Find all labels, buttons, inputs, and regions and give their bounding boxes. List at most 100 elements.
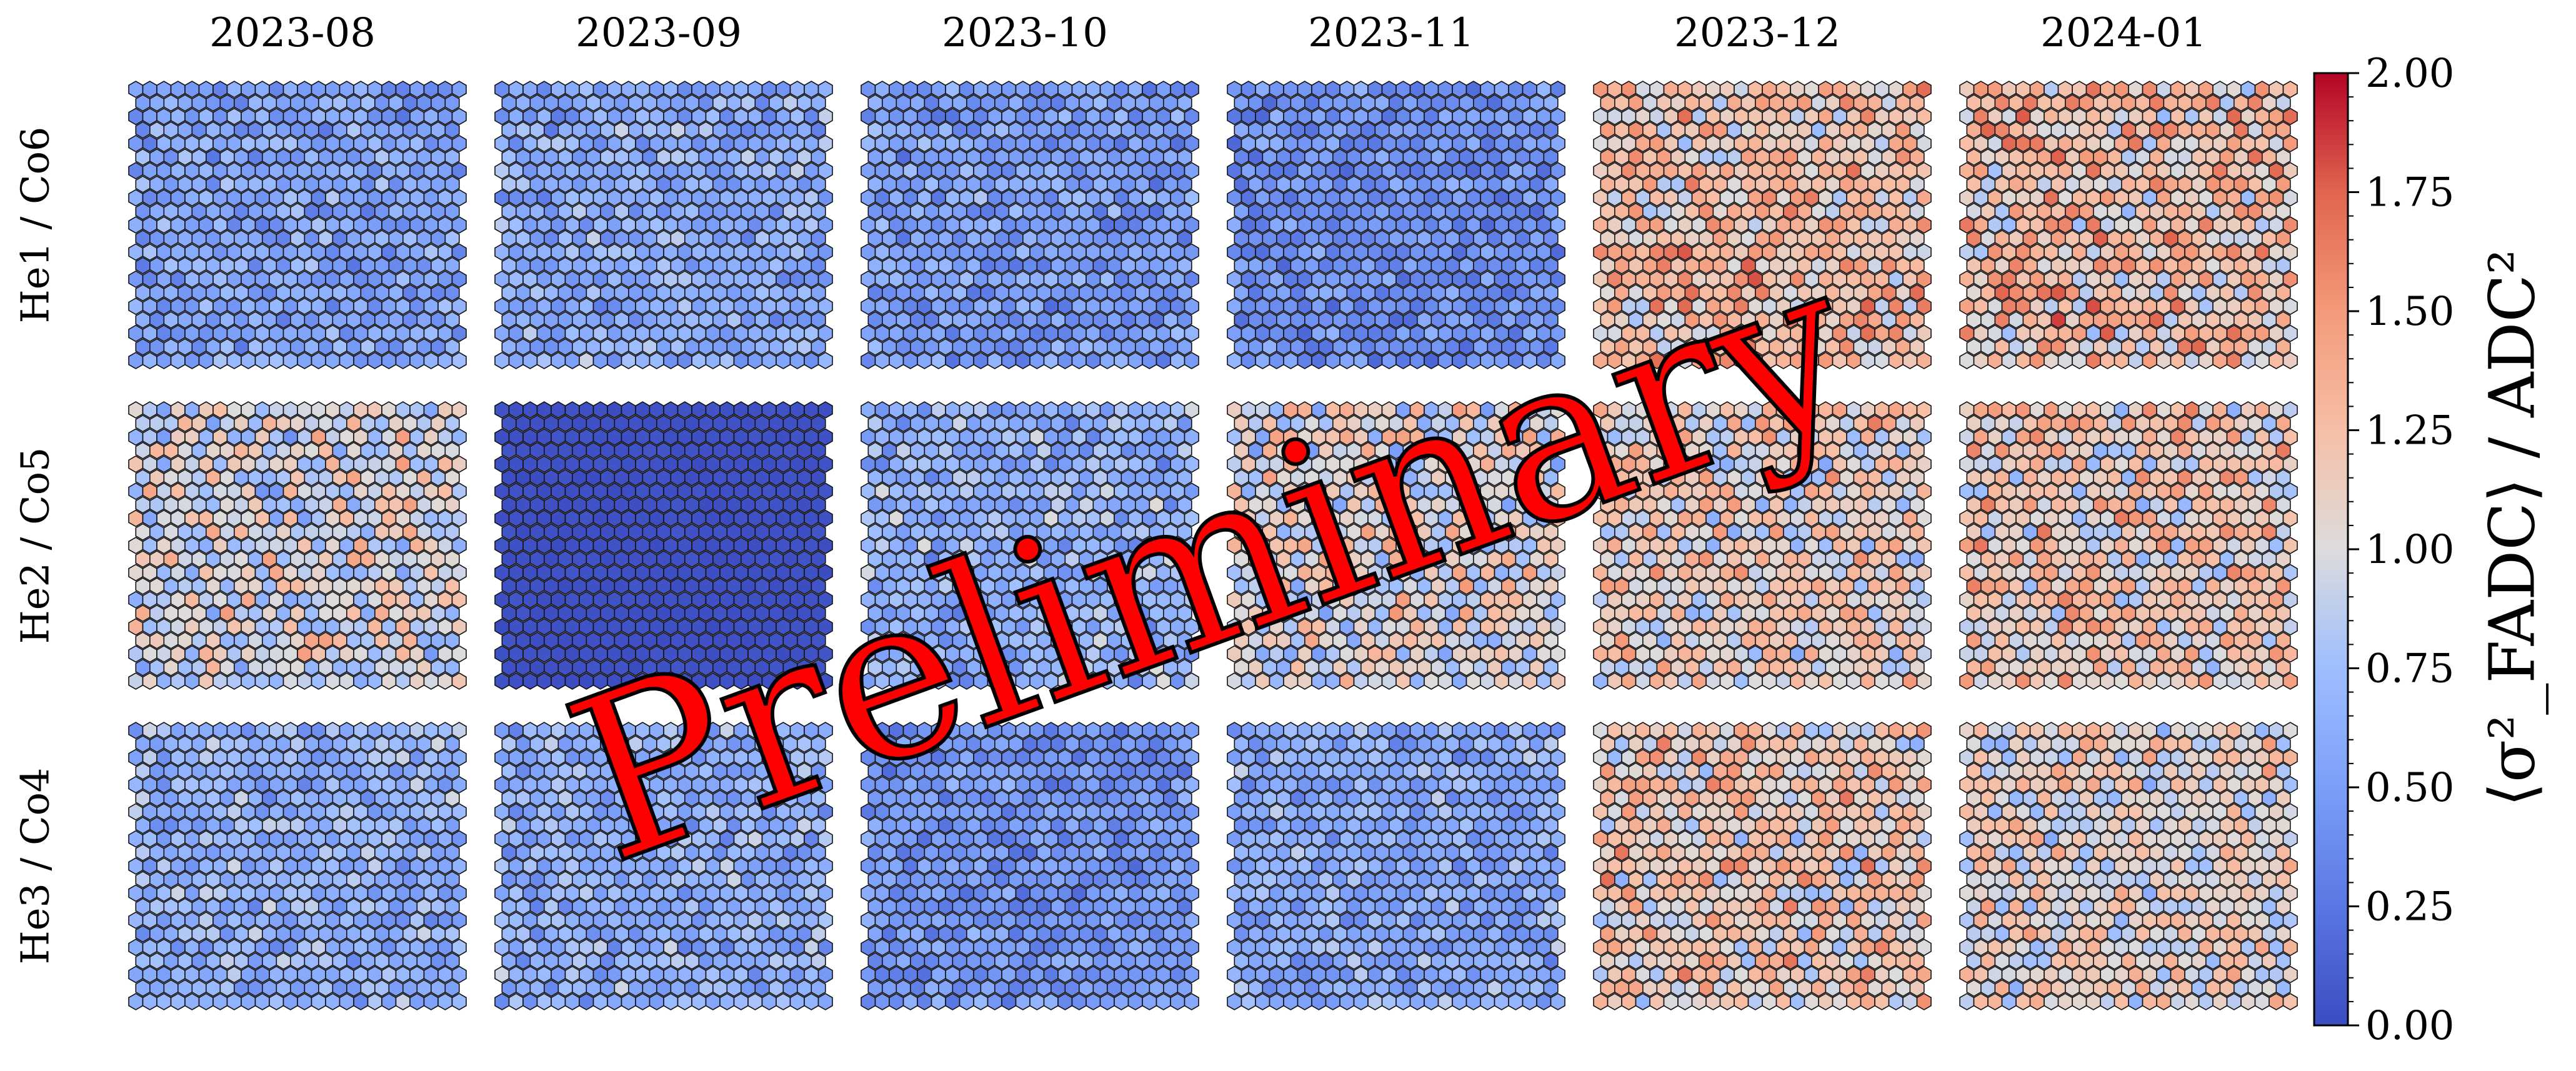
camera-pixel bbox=[297, 590, 312, 609]
camera-pixel bbox=[1480, 618, 1495, 636]
camera-pixel bbox=[494, 672, 510, 690]
camera-pixel bbox=[198, 509, 214, 527]
camera-pixel bbox=[1656, 414, 1672, 432]
camera-pixel bbox=[2009, 121, 2024, 139]
camera-pixel bbox=[557, 121, 573, 139]
camera-pixel bbox=[205, 442, 221, 460]
camera-pixel bbox=[156, 401, 172, 419]
camera-pixel bbox=[1276, 659, 1292, 677]
camera-pixel bbox=[1262, 631, 1277, 649]
camera-pixel bbox=[430, 175, 446, 193]
camera-pixel bbox=[2001, 134, 2017, 152]
camera-pixel bbox=[663, 428, 679, 446]
camera-pixel bbox=[1043, 81, 1059, 98]
camera-pixel bbox=[205, 338, 221, 356]
camera-pixel bbox=[1465, 270, 1481, 288]
camera-pixel bbox=[1339, 297, 1355, 316]
camera-pixel bbox=[1642, 414, 1658, 432]
camera-pixel bbox=[571, 523, 587, 541]
camera-pixel bbox=[1360, 550, 1376, 568]
camera-pixel bbox=[1304, 121, 1320, 139]
camera-pixel bbox=[1783, 175, 1799, 193]
camera-pixel bbox=[1536, 564, 1552, 582]
camera-pixel bbox=[1902, 324, 1918, 342]
camera-pixel bbox=[902, 134, 918, 152]
camera-pixel bbox=[1874, 216, 1890, 234]
camera-pixel bbox=[2275, 311, 2291, 329]
camera-pixel bbox=[627, 523, 644, 541]
camera-pixel bbox=[395, 107, 411, 126]
camera-pixel bbox=[1071, 216, 1087, 234]
camera-pixel bbox=[198, 81, 214, 98]
camera-pixel bbox=[1867, 229, 1883, 247]
camera-pixel bbox=[1508, 107, 1524, 126]
camera-pixel bbox=[579, 618, 594, 636]
camera-pixel bbox=[177, 94, 193, 112]
camera-pixel bbox=[1029, 107, 1045, 126]
camera-pixel bbox=[797, 311, 812, 329]
camera-pixel bbox=[269, 428, 284, 446]
camera-pixel bbox=[1064, 469, 1080, 487]
camera-pixel bbox=[1043, 243, 1059, 261]
camera-pixel bbox=[1051, 523, 1066, 541]
camera-pixel bbox=[423, 455, 439, 473]
camera-pixel bbox=[994, 257, 1010, 275]
camera-pixel bbox=[1529, 469, 1545, 487]
camera-pixel bbox=[339, 81, 354, 98]
camera-pixel bbox=[444, 257, 460, 275]
camera-pixel bbox=[374, 311, 390, 329]
camera-pixel bbox=[741, 469, 756, 487]
camera-pixel bbox=[1684, 229, 1700, 247]
camera-pixel bbox=[304, 175, 319, 193]
camera-pixel bbox=[1424, 107, 1439, 126]
camera-pixel bbox=[1515, 311, 1530, 329]
camera-pixel bbox=[1276, 338, 1292, 356]
camera-pixel bbox=[1642, 94, 1658, 112]
camera-pixel bbox=[677, 243, 692, 261]
camera-pixel bbox=[861, 352, 876, 369]
camera-pixel bbox=[557, 604, 573, 622]
camera-pixel bbox=[494, 162, 510, 180]
camera-pixel bbox=[2184, 216, 2200, 234]
camera-pixel bbox=[2247, 338, 2263, 356]
camera-pixel bbox=[1064, 442, 1080, 460]
camera-pixel bbox=[522, 81, 538, 98]
camera-pixel bbox=[388, 523, 404, 541]
camera-pixel bbox=[2057, 81, 2073, 98]
camera-pixel bbox=[614, 659, 629, 677]
camera-pixel bbox=[1677, 324, 1693, 342]
camera-pixel bbox=[1325, 324, 1340, 342]
camera-pixel bbox=[1888, 297, 1904, 316]
camera-pixel bbox=[2156, 324, 2172, 342]
camera-pixel bbox=[1649, 134, 1665, 152]
camera-pixel bbox=[191, 175, 207, 193]
camera-pixel bbox=[409, 455, 425, 473]
camera-pixel bbox=[1437, 81, 1453, 98]
camera-pixel bbox=[1621, 401, 1637, 419]
camera-pixel bbox=[2093, 175, 2109, 193]
camera-pixel bbox=[1367, 107, 1383, 126]
camera-pixel bbox=[261, 94, 277, 112]
camera-pixel bbox=[1381, 324, 1397, 342]
camera-pixel bbox=[1367, 216, 1383, 234]
camera-pixel bbox=[1402, 577, 1418, 595]
camera-pixel bbox=[627, 604, 644, 622]
camera-pixel bbox=[1227, 618, 1242, 636]
camera-pixel bbox=[1973, 134, 1989, 152]
camera-pixel bbox=[910, 496, 926, 514]
camera-pixel bbox=[205, 469, 221, 487]
camera-pixel bbox=[184, 401, 200, 419]
camera-pixel bbox=[2170, 134, 2185, 152]
camera-pixel bbox=[747, 162, 763, 180]
camera-pixel bbox=[776, 482, 791, 501]
camera-pixel bbox=[325, 352, 341, 369]
camera-pixel bbox=[2114, 297, 2129, 316]
camera-pixel bbox=[712, 523, 728, 541]
camera-pixel bbox=[1860, 81, 1875, 98]
camera-pixel bbox=[247, 94, 263, 112]
camera-pixel bbox=[1142, 455, 1157, 473]
camera-pixel bbox=[1508, 81, 1524, 98]
camera-pixel bbox=[1550, 270, 1565, 288]
camera-pixel bbox=[867, 414, 883, 432]
camera-pixel bbox=[902, 81, 918, 98]
